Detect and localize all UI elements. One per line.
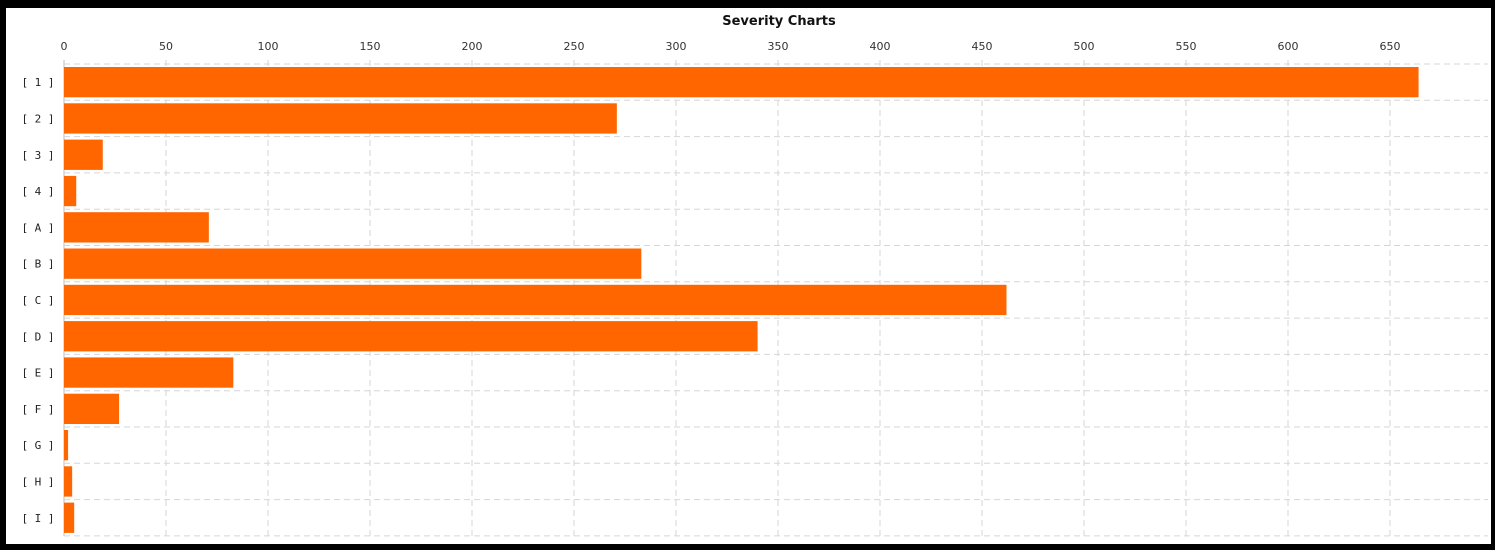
category-label: [ A ] xyxy=(21,221,54,234)
category-label: [ G ] xyxy=(21,439,54,452)
grid-lines xyxy=(63,60,1488,537)
category-label: [ C ] xyxy=(21,294,54,307)
category-label: [ 1 ] xyxy=(21,76,54,89)
x-axis-ticks: 0 50 100 150 200 250 300 350 400 450 500 550 600 650 xyxy=(61,40,1401,53)
x-tick-label: 550 xyxy=(1176,40,1197,53)
x-tick-label: 50 xyxy=(159,40,173,53)
x-tick-label: 200 xyxy=(462,40,483,53)
bar xyxy=(64,212,209,243)
x-tick-label: 650 xyxy=(1380,40,1401,53)
bar xyxy=(64,175,77,207)
bar xyxy=(64,430,69,461)
x-tick-label: 0 xyxy=(61,40,68,53)
bar xyxy=(64,67,1419,98)
category-label: [ H ] xyxy=(21,475,54,488)
bar xyxy=(64,502,75,533)
x-tick-label: 250 xyxy=(564,40,585,53)
category-label: [ D ] xyxy=(21,330,54,343)
category-label: [ 4 ] xyxy=(21,185,54,198)
bar xyxy=(64,139,103,170)
bar xyxy=(64,466,73,497)
bar xyxy=(64,248,642,279)
category-label: [ 2 ] xyxy=(21,112,54,125)
x-tick-label: 100 xyxy=(258,40,279,53)
category-label: [ F ] xyxy=(21,403,54,416)
bar xyxy=(64,103,617,134)
bar xyxy=(64,284,1007,316)
bar xyxy=(64,357,234,388)
severity-bar-chart: Severity Charts 0 50 100 150 200 250 300 350 400… xyxy=(21,14,1488,537)
x-tick-label: 450 xyxy=(972,40,993,53)
x-tick-label: 500 xyxy=(1074,40,1095,53)
x-tick-label: 150 xyxy=(360,40,381,53)
x-tick-label: 300 xyxy=(666,40,687,53)
bar xyxy=(64,321,758,352)
category-label: [ I ] xyxy=(21,512,54,525)
bar xyxy=(64,393,120,424)
x-tick-label: 350 xyxy=(768,40,789,53)
chart-title: Severity Charts xyxy=(722,14,836,29)
category-label: [ E ] xyxy=(21,367,54,380)
category-label: [ B ] xyxy=(21,258,54,271)
category-labels: [ 1 ] [ 2 ] [ 3 ] [ 4 ] [ A ] [ B ] [ C ] [ D ]… xyxy=(21,76,54,525)
x-tick-label: 400 xyxy=(870,40,891,53)
chart-frame: Severity Charts 0 50 100 150 200 250 300 350 400… xyxy=(6,8,1491,544)
category-label: [ 3 ] xyxy=(21,149,54,162)
bars xyxy=(64,67,1419,533)
x-tick-label: 600 xyxy=(1278,40,1299,53)
